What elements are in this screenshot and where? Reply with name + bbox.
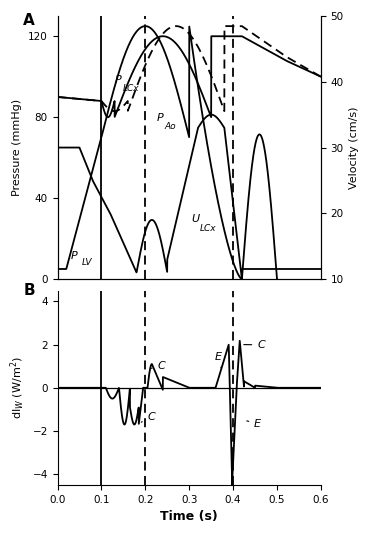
Text: C: C bbox=[244, 340, 265, 350]
Text: P: P bbox=[156, 113, 163, 123]
Text: LV: LV bbox=[82, 258, 92, 267]
X-axis label: Time (s): Time (s) bbox=[160, 510, 218, 523]
Text: P: P bbox=[115, 75, 121, 85]
Y-axis label: Pressure (mmHg): Pressure (mmHg) bbox=[13, 99, 23, 196]
Text: A: A bbox=[23, 13, 35, 28]
Text: C: C bbox=[141, 412, 155, 422]
Text: E: E bbox=[247, 419, 261, 429]
Text: P: P bbox=[70, 251, 78, 261]
Text: U: U bbox=[191, 214, 200, 224]
Y-axis label: dI$_W$ (W/m$^2$): dI$_W$ (W/m$^2$) bbox=[9, 357, 27, 419]
Text: Ao: Ao bbox=[164, 123, 176, 131]
Text: LCx: LCx bbox=[122, 84, 139, 93]
Text: E: E bbox=[215, 352, 222, 368]
Text: B: B bbox=[23, 283, 35, 298]
Text: LCx: LCx bbox=[199, 223, 216, 232]
Text: C: C bbox=[151, 361, 165, 372]
Y-axis label: Velocity (cm/s): Velocity (cm/s) bbox=[349, 106, 359, 189]
